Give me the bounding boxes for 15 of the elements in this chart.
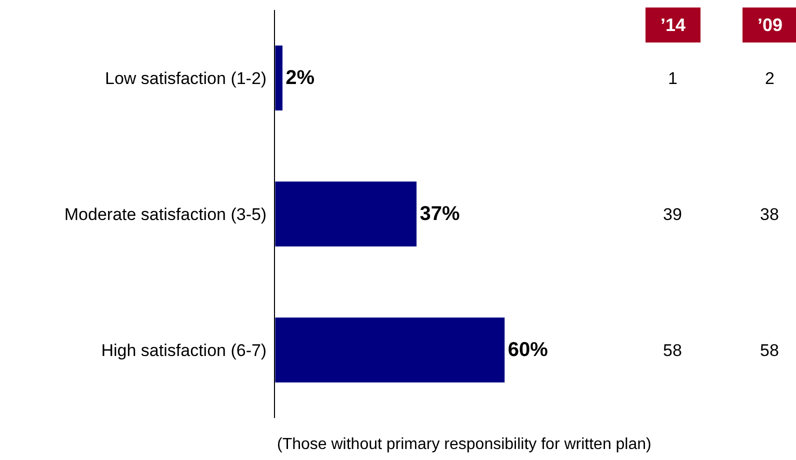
data-label: 37% — [420, 203, 460, 225]
text: 58 — [663, 341, 682, 360]
text: (Those without primary responsibility for written plan) — [277, 436, 652, 453]
y-tick-label: Moderate satisfaction (3-5) — [64, 204, 267, 224]
text: 2 — [765, 69, 774, 88]
text: 39 — [663, 205, 682, 224]
text: 1 — [668, 69, 678, 88]
data-label: 2% — [286, 67, 315, 89]
text: 38 — [760, 205, 779, 224]
y-tick-label: Low satisfaction (1-2) — [105, 68, 267, 88]
text: ’14 — [660, 15, 686, 35]
data-label: 60% — [508, 339, 548, 361]
y-tick-label: High satisfaction (6-7) — [101, 340, 267, 360]
text: 58 — [760, 341, 779, 360]
text: ’09 — [757, 15, 783, 35]
